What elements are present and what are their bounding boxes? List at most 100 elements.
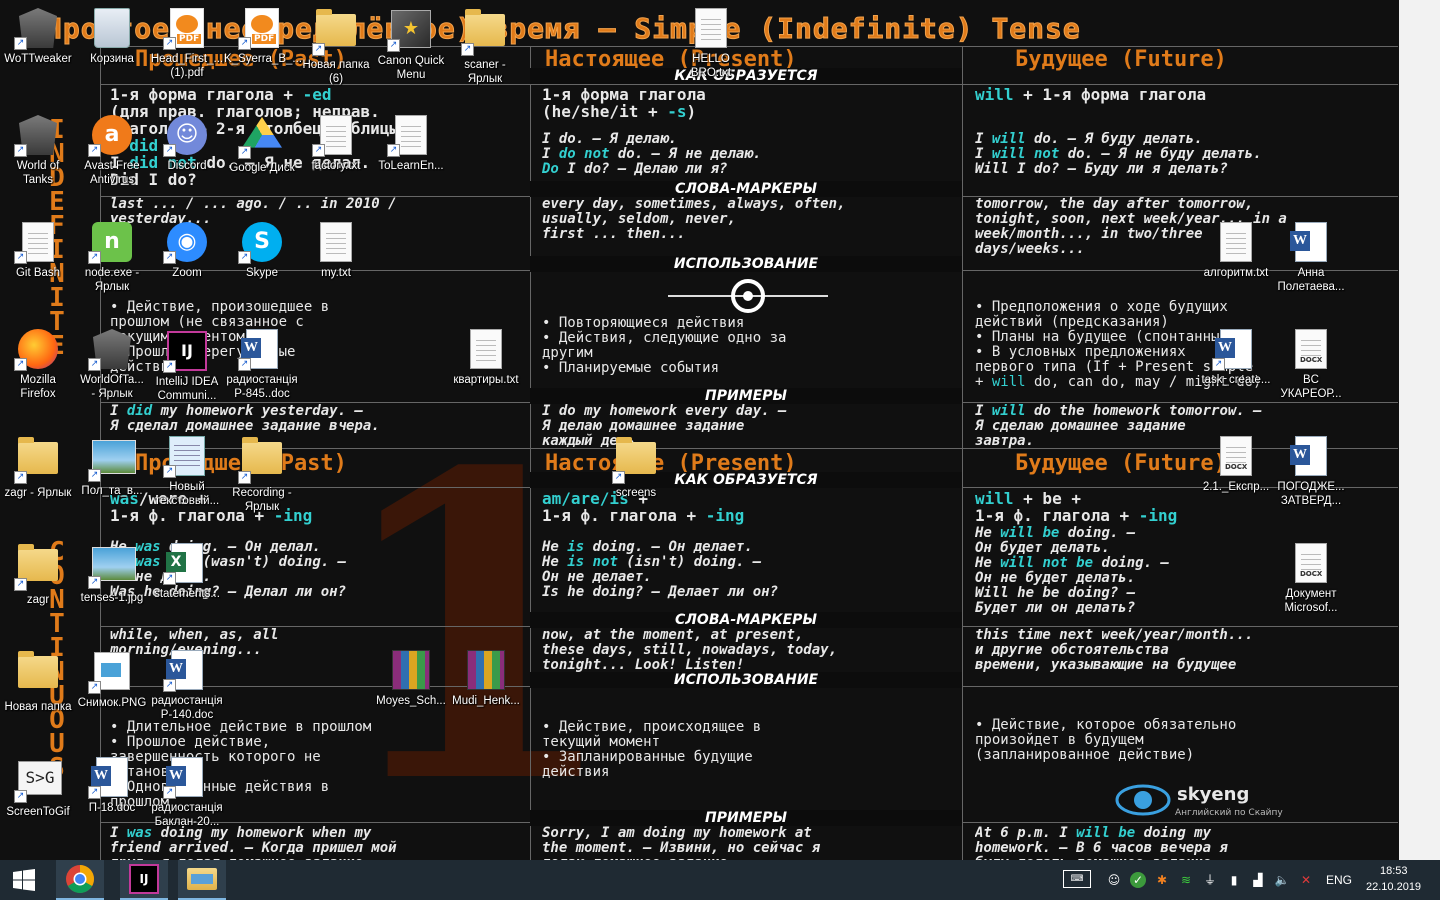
desktop-icon[interactable]: ↗ Google Диск [224, 115, 300, 175]
desktop-icon[interactable]: a ↗ Avast Free Antivirus [74, 115, 150, 187]
desktop-icon-label: алгоритм.txt [1203, 267, 1269, 279]
desktop-icon[interactable]: X ↗ statements... [149, 543, 225, 601]
section-header-examples: ПРИМЕРЫ [530, 810, 962, 826]
desktop-icon[interactable]: W ↗ радиостанція Р-140.doc [149, 650, 225, 722]
shortcut-arrow-icon: ↗ [163, 251, 176, 264]
folder-icon: ↗ [14, 544, 58, 591]
shortcut-arrow-icon: ↗ [238, 358, 251, 371]
section-header-usage: ИСПОЛЬЗОВАНИЕ [530, 672, 962, 688]
battery-tray-icon[interactable]: ▮ [1230, 873, 1238, 887]
word-icon: W [1290, 436, 1331, 476]
desktop-icon[interactable]: W ↗ радиостанція Баклан-20... [149, 757, 225, 829]
desktop-icon[interactable]: ↗ tenses-1.jpg [74, 543, 150, 605]
column-header-future-continuous: Будущее (Future) [1015, 451, 1227, 476]
desktop-icon[interactable]: HELLO BRO.txt [673, 8, 749, 80]
mute-tray-icon[interactable]: ✕ [1300, 873, 1312, 887]
past-continuous-example: I was doing my homework when my friend a… [110, 826, 397, 860]
desktop-icon[interactable]: ↗ zagr [0, 543, 76, 607]
desktop-icon-label: HELLO BRO.txt [690, 53, 732, 79]
desktop-icon[interactable]: Moyes_Sch... [373, 650, 449, 708]
desktop-icon-label: ToLearnEn... [378, 160, 444, 172]
word-icon: W ↗ [1212, 329, 1256, 371]
desktop-icon[interactable]: ↗ Новый текстовый... [149, 436, 225, 508]
desktop-icon[interactable]: ↗ Новая папка (6) [298, 8, 374, 86]
desktop-icon[interactable]: ↗ factory.txt [298, 115, 374, 173]
desktop-icon[interactable]: S>G ↗ ScreenToGif [0, 757, 76, 819]
desktop-icon[interactable]: ☺ ↗ Discord [149, 115, 225, 173]
desktop-icon[interactable]: ↗ zagr - Ярлык [0, 436, 76, 500]
desktop-icon[interactable]: ◉ ↗ Zoom [149, 222, 225, 280]
touch-keyboard-icon[interactable]: ⌨ [1063, 870, 1091, 888]
taskbar-intellij[interactable]: IJ [120, 860, 168, 900]
desktop-icon[interactable]: Корзина [74, 8, 150, 66]
desktop-icon[interactable]: алгоритм.txt [1198, 222, 1274, 280]
shortcut-arrow-icon: ↗ [88, 469, 101, 482]
text-file-icon [466, 329, 506, 369]
taskbar-chrome[interactable] [56, 860, 104, 900]
desktop-icon[interactable]: DOCX BC УКАРЕОР... [1273, 329, 1349, 401]
desktop-icon-label: Корзина [90, 53, 134, 65]
desktop-icon[interactable]: ↗ ToLearnEn... [373, 115, 449, 173]
desktop-icon-label: tenses-1.jpg [80, 592, 144, 604]
desktop-icon[interactable]: S ↗ Skype [224, 222, 300, 280]
desktop-icon-label: screens [615, 487, 657, 499]
desktop-icon-label: Пол_та_в... [81, 485, 143, 497]
shortcut-arrow-icon: ↗ [163, 679, 176, 692]
language-indicator[interactable]: ENG [1326, 873, 1353, 887]
desktop-icon[interactable]: W ↗ task_create... [1198, 329, 1274, 387]
pdf-icon: PDF ↗ [163, 8, 207, 50]
desktop-icon-label: радиостанція Р-845..doc [226, 374, 298, 400]
taskbar-file-explorer[interactable] [178, 860, 226, 900]
desktop-icon[interactable]: ↗ screens [598, 436, 674, 500]
desktop-icon[interactable]: ↗ WorldOfTa... - Ярлык [74, 329, 150, 401]
desktop-icon[interactable]: n ↗ node.exe - Ярлык [74, 222, 150, 294]
desktop-icon[interactable]: PDF ↗ Head_First_... (1).pdf [149, 8, 225, 80]
volume-tray-icon[interactable]: 🔈 [1274, 873, 1290, 887]
desktop-icon[interactable]: Mudi_Henk... [448, 650, 524, 708]
desktop-icon-label: Skype [246, 267, 278, 279]
desktop-icon[interactable]: ↗ Git Bash [0, 222, 76, 280]
docx-icon: DOCX [1291, 329, 1331, 369]
desktop-icon[interactable]: ★ ↗ Canon Quick Menu [373, 8, 449, 82]
desktop-icon[interactable]: W ПОГОДЖЕ... ЗАТВЕРД... [1273, 436, 1349, 508]
desktop-icon[interactable]: ↗ scaner - Ярлык [447, 8, 523, 86]
desktop-icon[interactable]: W ↗ радиостанція Р-845..doc [224, 329, 300, 401]
desktop-icon[interactable]: ↗ Снимок.PNG [74, 650, 150, 710]
desktop-icon[interactable]: W Анна Полетаева... [1273, 222, 1349, 294]
desktop-icon[interactable]: DOCX 2.1._Експр... [1198, 436, 1274, 494]
security-tray-icon[interactable]: ✓ [1130, 872, 1146, 888]
past-simple-example: I did my homework yesterday. — Я сделал … [110, 404, 380, 434]
desktop-icon[interactable]: DOCX Документ Microsof... [1273, 543, 1349, 615]
desktop-icon[interactable]: квартиры.txt [448, 329, 524, 387]
clock-date[interactable]: 22.10.2019 [1366, 881, 1422, 893]
desktop-icon[interactable]: IJ ↗ IntelliJ IDEA Communi... [149, 329, 225, 403]
recycle-bin-icon [92, 8, 132, 48]
desktop-icon[interactable]: ↗ Recording - Ярлык [224, 436, 300, 514]
desktop-icon[interactable]: PDF ↗ K_Syerra_B_... [224, 8, 302, 66]
discord-tray-icon[interactable]: ☺ [1107, 873, 1121, 887]
grid-line [100, 46, 1398, 47]
shortcut-arrow-icon: ↗ [1212, 358, 1225, 371]
future-continuous-form: will + be + 1-я ф. глагола + -ing [975, 490, 1178, 525]
desktop-icon[interactable]: ↗ World of Tanks [0, 115, 76, 187]
grid-line [530, 46, 531, 860]
usb-tray-icon[interactable]: ⏚ [1203, 873, 1216, 887]
desktop-icon[interactable]: ↗ Mozilla Firefox [0, 329, 76, 401]
future-continuous-markers: this time next week/year/month... и друг… [975, 628, 1254, 673]
desktop-icon[interactable]: my.txt [298, 222, 374, 280]
grid-line [100, 84, 1398, 85]
network-tray-icon[interactable]: ▟ [1253, 873, 1263, 887]
zoom-icon: ◉ ↗ [163, 222, 207, 264]
desktop-icon-label: Git Bash [15, 267, 61, 279]
clock-time[interactable]: 18:53 [1380, 865, 1408, 877]
desktop-icon[interactable]: Новая папка [0, 650, 76, 714]
wifi-tray-icon[interactable]: ≋ [1180, 873, 1192, 887]
desktop-icon[interactable]: W ↗ П-18.doc [74, 757, 150, 815]
desktop-icon[interactable]: ↗ WoTTweaker [0, 8, 76, 66]
text-file-icon [1216, 222, 1256, 262]
windows-start-button[interactable] [0, 860, 48, 900]
shortcut-arrow-icon: ↗ [14, 790, 27, 803]
avast-tray-icon[interactable]: ✱ [1156, 873, 1168, 887]
section-header-markers: СЛОВА-МАРКЕРЫ [530, 612, 962, 628]
desktop-icon[interactable]: ↗ Пол_та_в... [74, 436, 150, 498]
